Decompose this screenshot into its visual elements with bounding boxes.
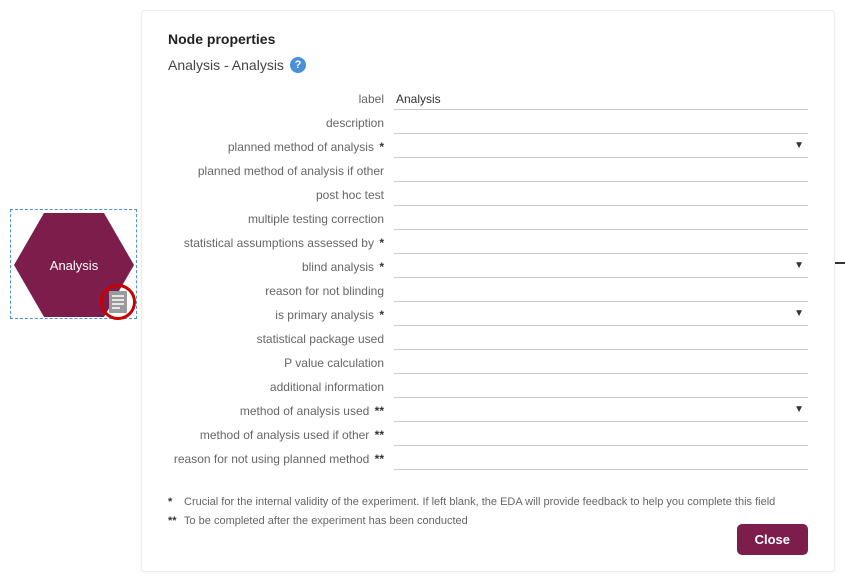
field-value[interactable] (394, 256, 808, 278)
field-label: blind analysis * (168, 260, 394, 274)
field-label: statistical package used (168, 332, 394, 346)
field-input[interactable] (394, 376, 808, 398)
panel-title: Node properties (168, 31, 808, 47)
field-input[interactable] (394, 280, 808, 302)
field-label: reason for not blinding (168, 284, 394, 298)
field-value[interactable]: Analysis (394, 88, 808, 110)
field-dropdown[interactable]: ▼ (394, 256, 808, 278)
field-row: is primary analysis *▼ (168, 303, 808, 327)
field-label: is primary analysis * (168, 308, 394, 322)
field-input[interactable]: Analysis (394, 88, 808, 110)
field-row: post hoc test (168, 183, 808, 207)
field-label: reason for not using planned method ** (168, 452, 394, 466)
field-dropdown[interactable]: ▼ (394, 400, 808, 422)
field-label: method of analysis used ** (168, 404, 394, 418)
field-row: labelAnalysis (168, 87, 808, 111)
field-value[interactable] (394, 400, 808, 422)
field-row: blind analysis *▼ (168, 255, 808, 279)
field-row: reason for not blinding (168, 279, 808, 303)
field-label: P value calculation (168, 356, 394, 370)
field-value[interactable] (394, 208, 808, 230)
field-row: method of analysis used if other ** (168, 423, 808, 447)
highlight-ring (100, 284, 136, 320)
field-label: planned method of analysis if other (168, 164, 394, 178)
panel-subtitle: Analysis - Analysis ? (168, 57, 808, 73)
field-value[interactable] (394, 136, 808, 158)
field-input[interactable] (394, 160, 808, 182)
field-label: planned method of analysis * (168, 140, 394, 154)
field-input[interactable] (394, 424, 808, 446)
field-input[interactable] (394, 232, 808, 254)
field-value[interactable] (394, 232, 808, 254)
field-label: multiple testing correction (168, 212, 394, 226)
field-input[interactable] (394, 208, 808, 230)
field-label: label (168, 92, 394, 106)
field-label: method of analysis used if other ** (168, 428, 394, 442)
field-value[interactable] (394, 376, 808, 398)
form-rows: labelAnalysisdescriptionplanned method o… (168, 87, 808, 471)
field-row: statistical package used (168, 327, 808, 351)
field-row: multiple testing correction (168, 207, 808, 231)
field-label: description (168, 116, 394, 130)
analysis-node-label: Analysis (50, 258, 98, 273)
field-input[interactable] (394, 448, 808, 470)
field-value[interactable] (394, 280, 808, 302)
field-row: description (168, 111, 808, 135)
field-row: reason for not using planned method ** (168, 447, 808, 471)
footnote-single: *Crucial for the internal validity of th… (168, 493, 808, 512)
field-label: additional information (168, 380, 394, 394)
field-row: planned method of analysis *▼ (168, 135, 808, 159)
field-dropdown[interactable]: ▼ (394, 304, 808, 326)
field-value[interactable] (394, 112, 808, 134)
field-row: additional information (168, 375, 808, 399)
field-row: planned method of analysis if other (168, 159, 808, 183)
field-row: P value calculation (168, 351, 808, 375)
properties-panel: Node properties Analysis - Analysis ? la… (141, 10, 835, 572)
field-input[interactable] (394, 184, 808, 206)
footnotes: *Crucial for the internal validity of th… (168, 493, 808, 530)
close-button[interactable]: Close (737, 524, 808, 555)
field-value[interactable] (394, 184, 808, 206)
field-value[interactable] (394, 328, 808, 350)
field-input[interactable] (394, 112, 808, 134)
field-dropdown[interactable]: ▼ (394, 136, 808, 158)
field-input[interactable] (394, 328, 808, 350)
field-input[interactable] (394, 352, 808, 374)
field-value[interactable] (394, 304, 808, 326)
field-value[interactable] (394, 424, 808, 446)
field-value[interactable] (394, 352, 808, 374)
field-label: post hoc test (168, 188, 394, 202)
help-icon[interactable]: ? (290, 57, 306, 73)
footnote-double: **To be completed after the experiment h… (168, 512, 808, 531)
field-row: statistical assumptions assessed by * (168, 231, 808, 255)
panel-subtitle-text: Analysis - Analysis (168, 57, 284, 73)
field-label: statistical assumptions assessed by * (168, 236, 394, 250)
field-row: method of analysis used **▼ (168, 399, 808, 423)
field-value[interactable] (394, 448, 808, 470)
field-value[interactable] (394, 160, 808, 182)
